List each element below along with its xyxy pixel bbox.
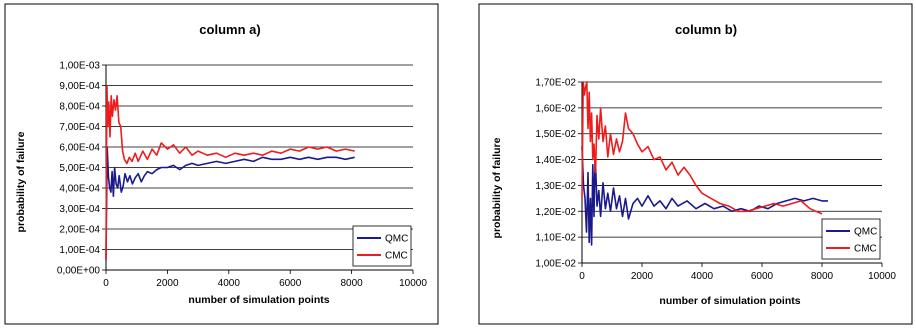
chart-b-y-tick-label: 1,60E-02 bbox=[535, 103, 576, 114]
chart-a-frame bbox=[4, 3, 439, 325]
chart-b-plot-area: 1,00E-02 1,10E-02 1,20E-02 1,30E-02 1,40E-02… bbox=[535, 78, 896, 283]
chart-b-x-tick-label: 0 bbox=[579, 271, 585, 282]
chart-a-y-tick-label: 4,00E-04 bbox=[59, 184, 100, 195]
chart-a-x-tick-label: 10000 bbox=[399, 278, 427, 289]
chart-b-legend-label-qmc: QMC bbox=[854, 227, 877, 238]
chart-a-x-tick-label: 8000 bbox=[340, 278, 363, 289]
chart-b-x-tick-label: 2000 bbox=[631, 271, 654, 282]
chart-b-y-tick-label: 1,10E-02 bbox=[535, 233, 576, 244]
chart-b-y-axis-title: probability of failure bbox=[491, 137, 503, 238]
chart-a-legend-label-qmc: QMC bbox=[385, 234, 408, 245]
chart-b-series-qmc-line bbox=[581, 146, 828, 246]
chart-b-y-tick-label: 1,70E-02 bbox=[535, 78, 576, 89]
chart-a-x-tick-label: 4000 bbox=[218, 278, 241, 289]
chart-b-legend bbox=[821, 218, 881, 260]
chart-b-series-cmc-line bbox=[581, 81, 823, 215]
chart-a-y-tick-label: 0,00E+00 bbox=[57, 266, 101, 277]
chart-a-y-tick-label: 6,00E-04 bbox=[59, 143, 100, 154]
chart-a-x-tick-label: 0 bbox=[103, 278, 109, 289]
chart-a-y-axis-title: probability of failure bbox=[15, 131, 27, 232]
chart-a-series-qmc-line bbox=[105, 146, 355, 260]
chart-b-legend-label-cmc: CMC bbox=[854, 244, 877, 255]
chart-b-frame bbox=[478, 3, 913, 325]
chart-b-x-tick-label: 10000 bbox=[868, 271, 896, 282]
chart-b-y-tick-label: 1,30E-02 bbox=[535, 181, 576, 192]
chart-b-y-tick-label: 1,40E-02 bbox=[535, 155, 576, 166]
chart-panel-b: column b) number of simulation points pr… bbox=[478, 3, 913, 325]
chart-a-y-tick-label: 1,00E-04 bbox=[59, 245, 100, 256]
chart-a-legend bbox=[352, 225, 412, 267]
chart-a-y-tick-label: 7,00E-04 bbox=[59, 122, 100, 133]
chart-b-x-tick-label: 8000 bbox=[811, 271, 834, 282]
chart-a-y-tick-label: 3,00E-04 bbox=[59, 204, 100, 215]
chart-b-y-tick-label: 1,50E-02 bbox=[535, 129, 576, 140]
chart-b-title: column b) bbox=[675, 22, 737, 37]
chart-b-y-tick-label: 1,20E-02 bbox=[535, 207, 576, 218]
chart-b-x-tick-label: 6000 bbox=[751, 271, 774, 282]
chart-a-x-axis-title: number of simulation points bbox=[188, 294, 329, 306]
chart-a-title: column a) bbox=[199, 22, 260, 37]
chart-b-x-axis-title: number of simulation points bbox=[659, 295, 800, 307]
chart-a-x-tick-label: 2000 bbox=[156, 278, 179, 289]
chart-a-y-tick-label: 8,00E-04 bbox=[59, 102, 100, 113]
chart-panel-a: column a) number of simulation points pr… bbox=[4, 3, 439, 325]
chart-a-y-tick-label: 1,00E-03 bbox=[59, 61, 100, 72]
chart-a-legend-label-cmc: CMC bbox=[385, 251, 408, 262]
chart-a-y-tick-label: 9,00E-04 bbox=[59, 81, 100, 92]
chart-a-y-tick-label: 5,00E-04 bbox=[59, 163, 100, 174]
chart-a-plot-area: 0,00E+00 1,00E-04 2,00E-04 3,00E-04 4,00E-04… bbox=[57, 61, 427, 290]
chart-b-x-tick-label: 4000 bbox=[691, 271, 714, 282]
chart-a-y-tick-label: 2,00E-04 bbox=[59, 225, 100, 236]
chart-a-series-cmc-line bbox=[105, 84, 355, 260]
chart-a-x-tick-label: 6000 bbox=[279, 278, 302, 289]
chart-b-y-tick-label: 1,00E-02 bbox=[535, 259, 576, 270]
